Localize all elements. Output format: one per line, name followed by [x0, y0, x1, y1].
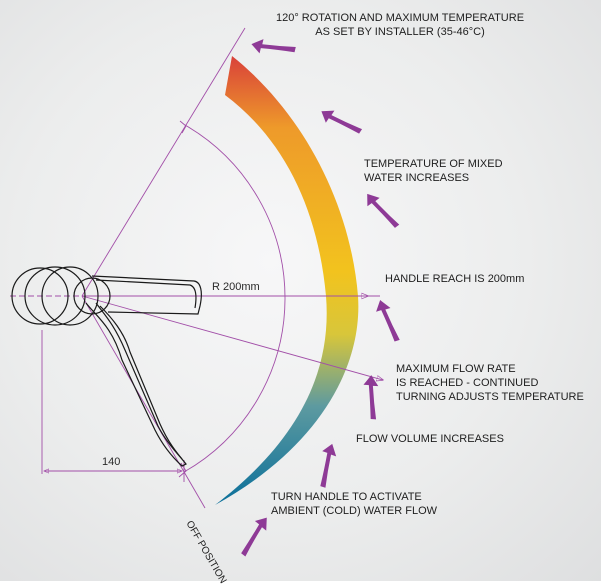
label-max-rotation: 120° ROTATION AND MAXIMUM TEMPERATURE AS… [255, 11, 545, 39]
reach-line-off [81, 295, 206, 509]
tap-hub [73, 277, 111, 315]
label-flow-volume: FLOW VOLUME INCREASES [356, 433, 504, 445]
tap-handle-rotated-inner [95, 302, 183, 460]
tap-base-ellipse-3 [41, 266, 99, 326]
tap-handle-rotated [85, 302, 187, 467]
label-max-flow-line3: TURNING ADJUSTS TEMPERATURE [396, 391, 584, 403]
label-reach: HANDLE REACH IS 200mm [385, 273, 525, 285]
dimension-offset: 140 [102, 456, 121, 468]
tap-handle-straight [91, 275, 202, 315]
label-max-flow: MAXIMUM FLOW RATE IS REACHED - CONTINUED… [396, 362, 584, 404]
curved-arrow-icon [376, 300, 400, 342]
label-temperature-line2: WATER INCREASES [364, 172, 470, 184]
tap-base-ellipse-1 [11, 267, 69, 325]
curved-arrow-icon [320, 443, 337, 488]
label-temperature-line1: TEMPERATURE OF MIXED [364, 158, 503, 170]
tap-handle-straight-inner [95, 279, 197, 309]
label-temperature: TEMPERATURE OF MIXED WATER INCREASES [364, 157, 503, 185]
label-activate-line1: TURN HANDLE TO ACTIVATE [271, 491, 422, 503]
label-max-flow-line1: MAXIMUM FLOW RATE [396, 363, 516, 375]
label-activate-line2: AMBIENT (COLD) WATER FLOW [271, 505, 438, 517]
curved-arrow-icon [241, 517, 267, 557]
curved-arrow-icon [363, 375, 379, 420]
curved-arrow-icon [321, 110, 363, 134]
temperature-gradient-band [215, 56, 359, 505]
reach-line-maxflow [81, 295, 383, 380]
label-activate: TURN HANDLE TO ACTIVATE AMBIENT (COLD) W… [271, 490, 437, 518]
curved-arrow-icon [367, 193, 400, 228]
tap-base-ellipse-2 [24, 266, 86, 326]
label-max-flow-line2: IS REACHED - CONTINUED [396, 377, 539, 389]
progress-arrows [241, 39, 400, 557]
curved-arrow-icon [251, 39, 296, 54]
inner-reach-arc [183, 124, 286, 473]
label-max-rotation-line1: 120° ROTATION AND MAXIMUM TEMPERATURE [275, 12, 525, 24]
dimension-radius: R 200mm [212, 281, 260, 293]
arc-ticks [178, 120, 187, 478]
tap-outline [11, 266, 202, 467]
label-max-rotation-line2: AS SET BY INSTALLER (35-46°C) [315, 26, 485, 38]
reach-line-max [81, 27, 246, 297]
